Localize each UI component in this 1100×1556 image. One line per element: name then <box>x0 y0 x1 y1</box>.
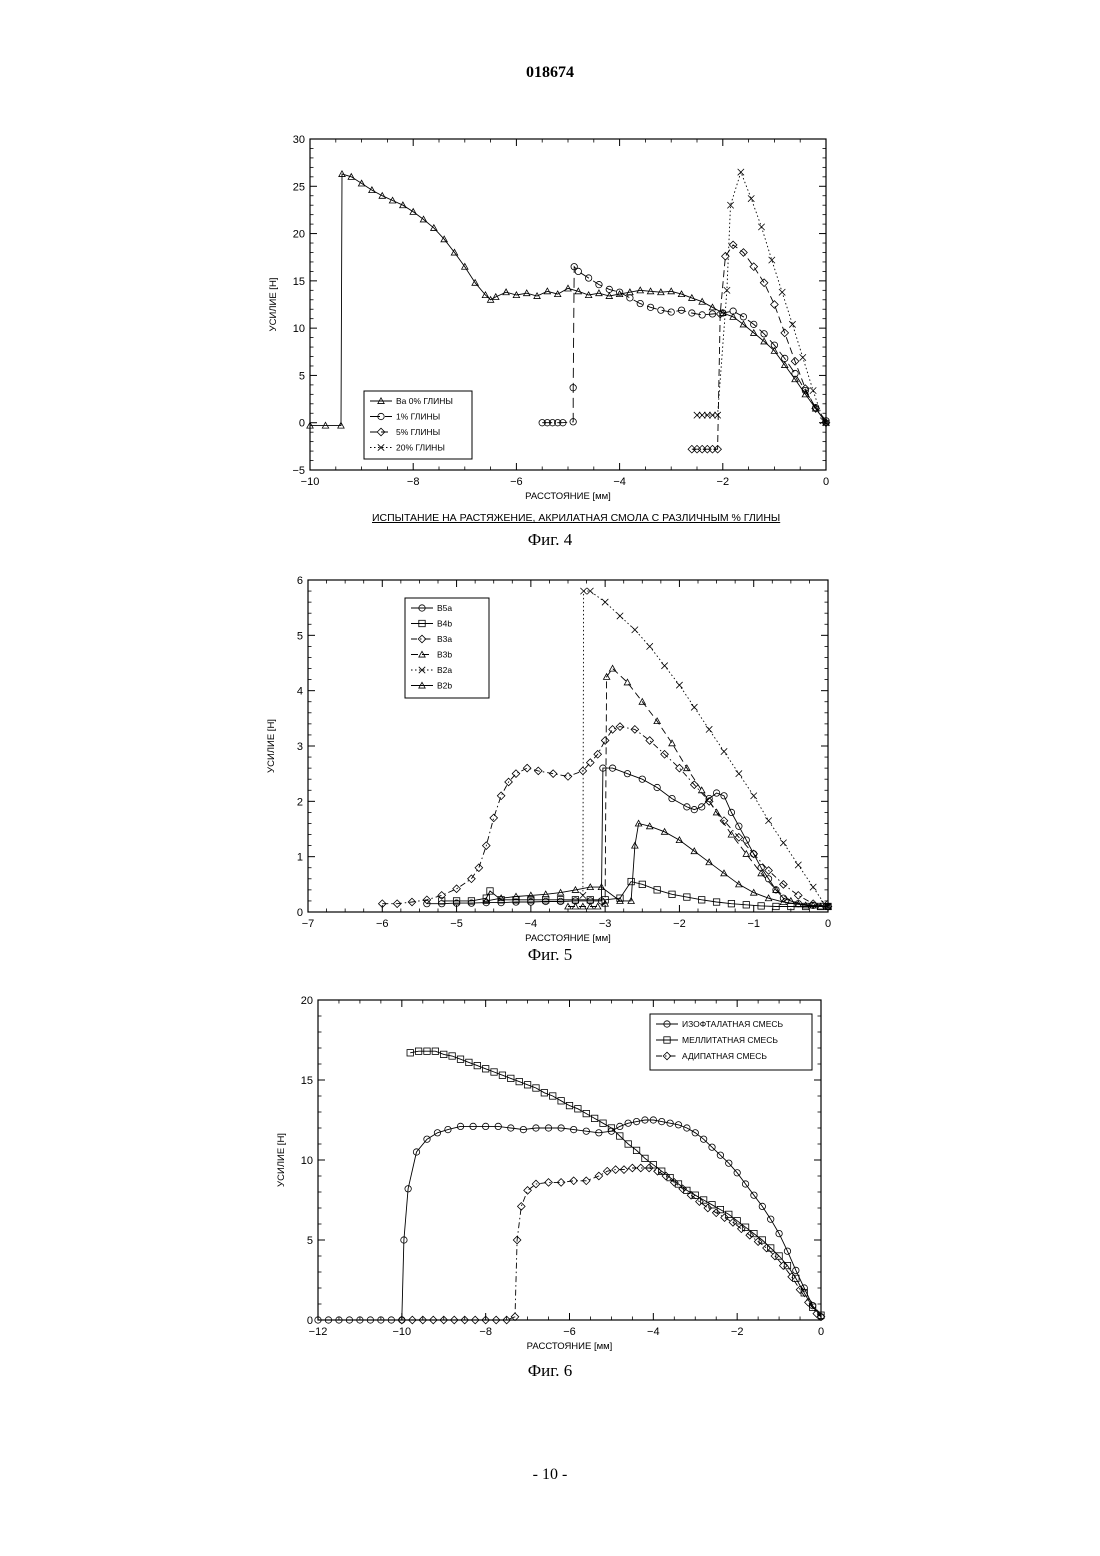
legend-label: АДИПАТНАЯ СМЕСЬ <box>682 1051 767 1061</box>
data-point-3 <box>524 1187 532 1195</box>
x-tick-label: −12 <box>309 1326 328 1338</box>
series-line-3 <box>402 1168 821 1320</box>
page-footer: - 10 - <box>0 1466 1100 1484</box>
y-tick-label: 10 <box>301 1155 313 1167</box>
y-axis-label: УСИЛИЕ [Н] <box>276 1133 287 1187</box>
legend-label: ИЗОФТАЛАТНАЯ СМЕСЬ <box>682 1019 784 1029</box>
chart-fig6: −12 −10 −8 −6 −4 −2 0 0 5 10 15 20 РАССТОЯНИЕ [мм] УС… <box>0 0 1100 1400</box>
y-tick-label: 5 <box>307 1235 313 1247</box>
x-tick-label: −10 <box>392 1326 411 1338</box>
series-line-2 <box>410 1051 821 1315</box>
x-axis-label: РАССТОЯНИЕ [мм] <box>527 1341 613 1352</box>
x-tick-label: 0 <box>818 1326 824 1338</box>
x-tick-label: −2 <box>731 1326 744 1338</box>
x-tick-label: −8 <box>479 1326 492 1338</box>
data-point-3 <box>637 1164 645 1172</box>
legend-label: МЕЛЛИТАТНАЯ СМЕСЬ <box>682 1035 778 1045</box>
x-tick-label: −4 <box>647 1326 660 1338</box>
y-tick-label: 0 <box>307 1315 313 1327</box>
y-tick-label: 20 <box>301 995 313 1007</box>
x-tick-label: −6 <box>563 1326 576 1338</box>
y-tick-label: 15 <box>301 1075 313 1087</box>
series-line-1 <box>318 1120 821 1320</box>
figure-6-caption: Фиг. 6 <box>0 1361 1100 1381</box>
